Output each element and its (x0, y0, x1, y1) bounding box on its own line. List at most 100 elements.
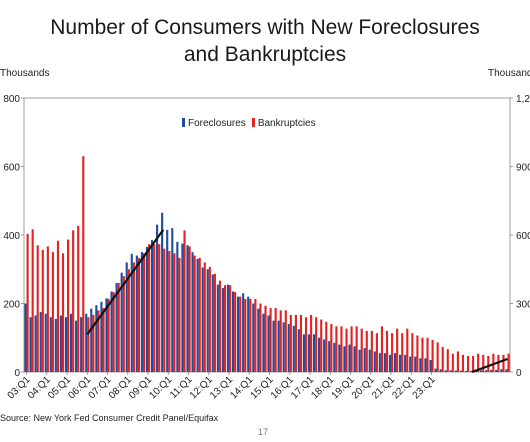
bar-bankruptcies (365, 330, 368, 372)
left-axis-unit-label: Thousands (0, 68, 50, 79)
bar-bankruptcies (315, 317, 318, 372)
bar-foreclosures (140, 252, 143, 372)
bar-foreclosures (85, 313, 88, 372)
bar-bankruptcies (249, 298, 252, 372)
bar-foreclosures (100, 301, 103, 372)
bar-bankruptcies (259, 303, 262, 372)
bars-group (24, 156, 510, 372)
bar-bankruptcies (142, 253, 146, 372)
bar-bankruptcies (350, 326, 353, 372)
left-tick-label: 200 (3, 300, 20, 311)
bar-foreclosures (211, 274, 214, 372)
bar-bankruptcies (254, 298, 257, 372)
bar-foreclosures (156, 224, 159, 372)
bar-foreclosures (434, 368, 437, 372)
bar-foreclosures (90, 308, 93, 372)
bar-bankruptcies (461, 354, 465, 372)
bar-bankruptcies (289, 314, 292, 372)
bar-bankruptcies (168, 250, 171, 372)
bar-foreclosures (302, 334, 305, 372)
bar-bankruptcies (320, 319, 323, 372)
legend-label-bankruptcies: Bankruptcies (257, 118, 316, 129)
bar-foreclosures (226, 284, 230, 372)
bar-foreclosures (348, 344, 351, 372)
bar-foreclosures (307, 334, 311, 372)
left-tick-label: 600 (3, 163, 20, 174)
bar-foreclosures (191, 252, 194, 372)
bar-bankruptcies (472, 356, 475, 372)
bar-bankruptcies (396, 328, 399, 372)
bar-bankruptcies (294, 314, 297, 372)
bar-bankruptcies (239, 296, 242, 372)
legend: Foreclosures Bankruptcies (182, 118, 316, 129)
bar-bankruptcies (406, 328, 409, 372)
bar-bankruptcies (107, 298, 110, 372)
left-tick-label: 800 (3, 94, 20, 105)
bar-bankruptcies (213, 273, 216, 372)
bar-foreclosures (231, 291, 235, 372)
bar-bankruptcies (26, 233, 29, 372)
bar-bankruptcies (234, 292, 237, 372)
bar-foreclosures (343, 346, 346, 372)
bar-foreclosures (24, 303, 27, 372)
bar-bankruptcies (360, 328, 363, 372)
bar-foreclosures (75, 320, 78, 372)
bar-foreclosures (34, 315, 37, 372)
bar-foreclosures (44, 313, 47, 372)
bar-foreclosures (201, 267, 204, 372)
bar-bankruptcies (158, 244, 161, 372)
legend-label-foreclosures: Foreclosures (188, 118, 246, 129)
annotations-group (86, 229, 508, 374)
bar-bankruptcies (441, 346, 444, 372)
bar-bankruptcies (218, 280, 222, 372)
bar-bankruptcies (163, 248, 166, 372)
bar-bankruptcies (401, 333, 404, 372)
bar-foreclosures (277, 320, 280, 372)
bar-bankruptcies (269, 308, 272, 372)
bar-bankruptcies (264, 305, 267, 372)
legend-swatch-foreclosures (182, 118, 185, 127)
bar-bankruptcies (72, 230, 75, 372)
bar-bankruptcies (299, 314, 303, 372)
legend-swatch-bankruptcies (251, 118, 255, 127)
bar-bankruptcies (325, 321, 328, 372)
left-tick-label: 400 (3, 231, 20, 242)
chart-title-line-2: and Bankruptcies (183, 43, 347, 66)
bar-foreclosures (505, 369, 508, 372)
right-tick-label: 300 (516, 300, 530, 311)
x-tick-label: 10:Q1 (147, 374, 174, 401)
bar-bankruptcies (208, 266, 211, 372)
bar-foreclosures (485, 370, 488, 372)
bar-foreclosures (464, 370, 467, 372)
bar-foreclosures (495, 369, 498, 372)
bar-foreclosures (358, 349, 361, 372)
bar-foreclosures (130, 253, 133, 372)
bar-foreclosures (399, 354, 402, 372)
bar-foreclosures (262, 313, 265, 372)
bar-foreclosures (171, 228, 174, 372)
bar-foreclosures (257, 308, 260, 372)
bar-bankruptcies (416, 335, 419, 372)
bar-bankruptcies (431, 340, 434, 372)
bar-foreclosures (388, 354, 392, 372)
bar-foreclosures (363, 348, 366, 372)
bar-foreclosures (287, 324, 290, 372)
bar-bankruptcies (153, 244, 156, 372)
bar-foreclosures (272, 320, 275, 372)
bar-bankruptcies (310, 314, 313, 372)
bar-foreclosures (439, 369, 442, 372)
legend-item-foreclosures: Foreclosures (182, 118, 246, 129)
bar-bankruptcies (51, 252, 54, 372)
bar-bankruptcies (117, 282, 120, 372)
source-note: Source: New York Fed Consumer Credit Pan… (0, 413, 219, 423)
chart-title-line-1: Number of Consumers with New Foreclosure… (50, 16, 480, 39)
bar-foreclosures (125, 262, 128, 372)
right-tick-label: 0 (516, 368, 522, 379)
bar-foreclosures (490, 369, 493, 372)
bar-foreclosures (318, 337, 321, 372)
bar-bankruptcies (148, 244, 151, 372)
bar-bankruptcies (183, 230, 186, 372)
bar-bankruptcies (92, 314, 95, 372)
bar-foreclosures (54, 318, 57, 372)
bar-bankruptcies (330, 324, 333, 372)
